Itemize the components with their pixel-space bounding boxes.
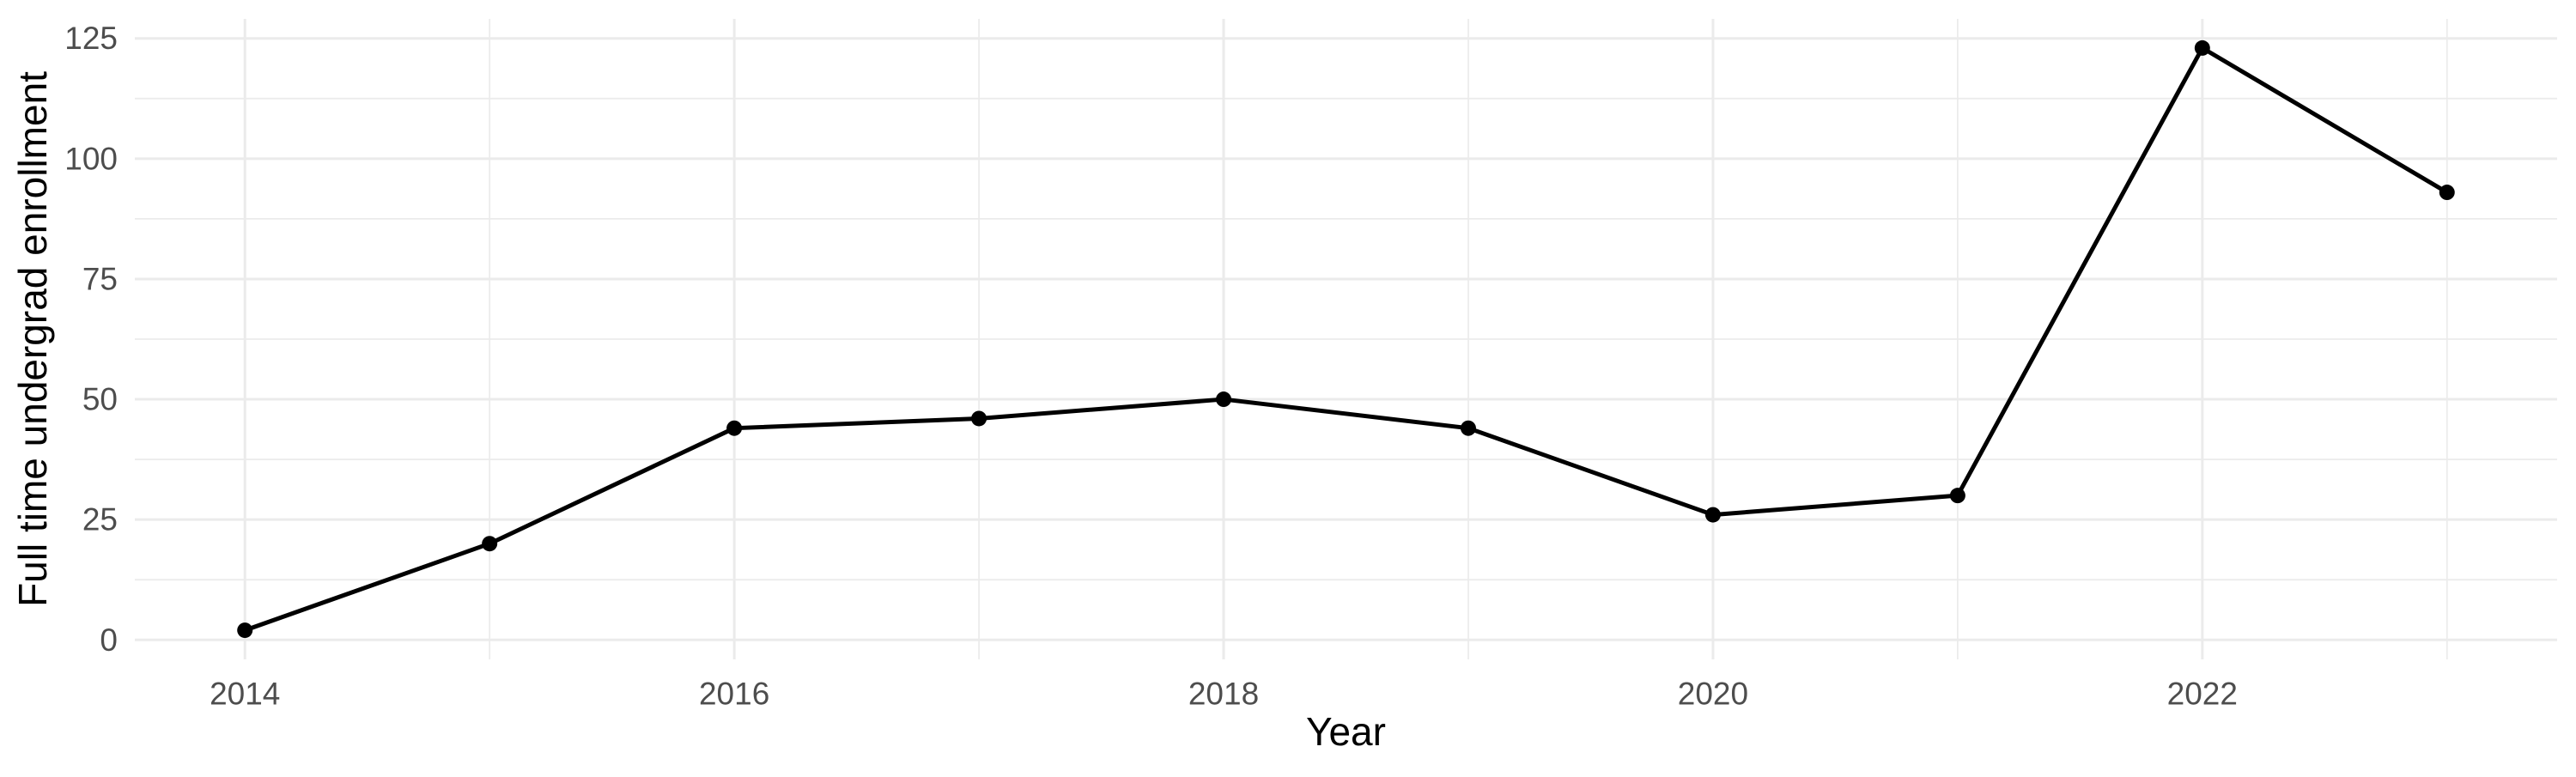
minor-gridlines (135, 19, 2557, 659)
y-tick-label: 25 (82, 502, 118, 537)
data-point (1216, 392, 1232, 408)
y-tick-label: 100 (64, 141, 118, 176)
x-tick-label: 2016 (699, 677, 769, 712)
y-tick-label: 0 (100, 622, 118, 658)
y-axis-tick-labels: 0 25 50 75 100 125 (64, 21, 118, 658)
y-axis-title: Full time undergrad enrollment (10, 71, 55, 607)
y-tick-label: 50 (82, 382, 118, 417)
x-tick-label: 2018 (1188, 677, 1259, 712)
data-series (237, 39, 2455, 639)
data-point (2439, 185, 2455, 201)
data-point (726, 420, 743, 436)
x-axis-title: Year (1306, 709, 1386, 754)
data-point (1460, 420, 1476, 436)
x-tick-label: 2020 (1678, 677, 1748, 712)
data-point (1949, 488, 1965, 504)
data-point (971, 410, 987, 427)
y-tick-label: 125 (64, 21, 118, 56)
data-line (244, 46, 2449, 633)
data-point (2194, 39, 2210, 56)
x-axis-tick-labels: 2014 2016 2018 2020 2022 (210, 677, 2238, 712)
data-point (237, 622, 253, 639)
y-tick-label: 75 (82, 261, 118, 296)
x-tick-label: 2022 (2167, 677, 2238, 712)
data-point (482, 536, 498, 552)
x-tick-label: 2014 (210, 677, 280, 712)
data-point (1704, 507, 1721, 523)
